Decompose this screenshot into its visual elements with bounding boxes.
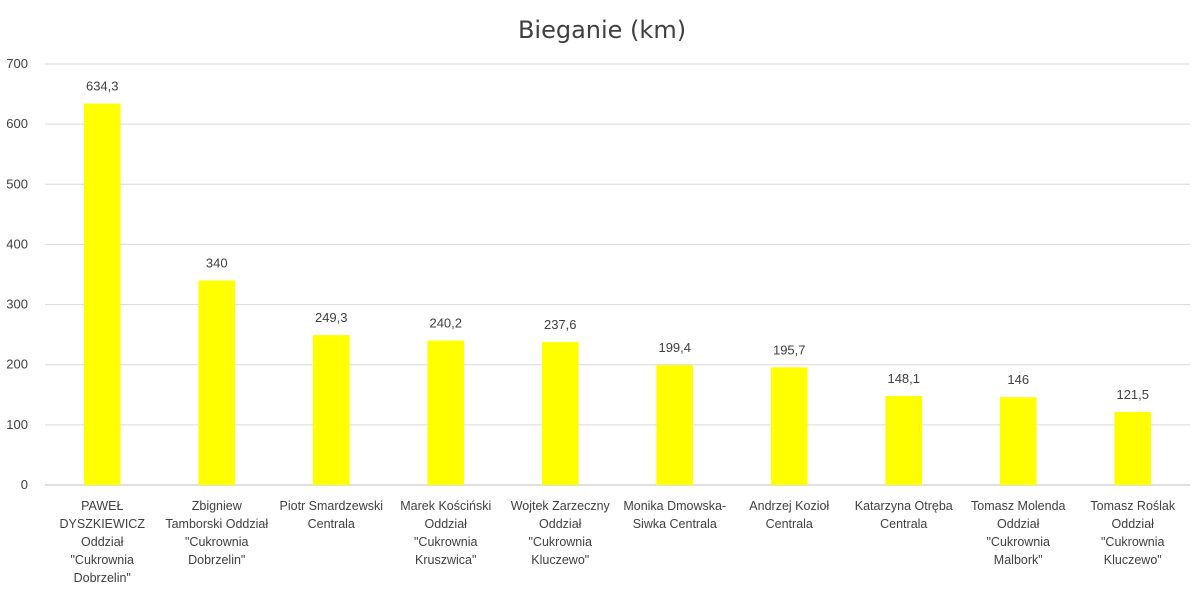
bars <box>83 103 1152 485</box>
category-label-line: Zbigniew <box>192 499 243 513</box>
category-label-line: Kluczewo" <box>1104 553 1162 567</box>
category-label-line: Centrala <box>880 517 927 531</box>
data-label: 146 <box>1007 372 1029 387</box>
bar <box>885 395 923 485</box>
category-label-line: Dobrzelin" <box>74 571 131 585</box>
category-label-line: DYSZKIEWICZ <box>60 517 146 531</box>
category-label-line: "Cukrownia <box>414 535 478 549</box>
category-label: Marek Kościński Oddział "Cukrownia Kruszwic… <box>400 499 491 567</box>
bar <box>198 280 236 485</box>
category-label-line: Oddział <box>539 517 582 531</box>
category-label-line: Kluczewo" <box>531 553 589 567</box>
category-label-line: Oddział <box>997 517 1040 531</box>
bar <box>999 397 1037 485</box>
category-label-line: Dobrzelin" <box>188 553 245 567</box>
y-tick-label: 700 <box>6 56 28 71</box>
data-label: 340 <box>206 256 228 271</box>
data-label: 249,3 <box>315 310 348 325</box>
data-labels: 634,3 340 249,3 240,2 237,6 199,4 195,7 148,1 14… <box>86 79 1149 402</box>
category-label-line: Marek Kościński <box>400 499 491 513</box>
category-label-line: "Cukrownia <box>185 535 249 549</box>
data-label: 237,6 <box>544 317 577 332</box>
category-label-line: Katarzyna Otręba <box>855 499 953 513</box>
category-label-line: Andrzej Kozioł <box>749 499 829 513</box>
data-label: 148,1 <box>887 371 920 386</box>
category-label: Katarzyna Otręba Centrala <box>855 499 953 531</box>
category-label: Zbigniew Tamborski Oddział "Cukrownia Dobrz… <box>165 499 268 567</box>
x-axis-category-labels: PAWEŁ DYSZKIEWICZ Oddział "Cukrownia Dobrzel… <box>60 499 1176 585</box>
category-label-line: PAWEŁ <box>81 499 123 513</box>
y-tick-label: 0 <box>21 477 28 492</box>
category-label-line: Tomasz Roślak <box>1090 499 1175 513</box>
category-label-line: Siwka Centrala <box>633 517 717 531</box>
category-label: Tomasz Roślak Oddział "Cukrownia Kluczewo" <box>1090 499 1175 567</box>
data-label: 199,4 <box>658 340 691 355</box>
bar <box>427 340 465 485</box>
y-tick-label: 400 <box>6 236 28 251</box>
category-label-line: Centrala <box>308 517 355 531</box>
category-label-line: Kruszwica" <box>415 553 476 567</box>
bar <box>770 367 808 485</box>
category-label-line: Tamborski Oddział <box>165 517 268 531</box>
bar <box>83 103 121 485</box>
category-label-line: "Cukrownia <box>529 535 593 549</box>
category-label: Andrzej Kozioł Centrala <box>749 499 829 531</box>
category-label-line: "Cukrownia <box>71 553 135 567</box>
y-tick-label: 500 <box>6 176 28 191</box>
category-label: Monika Dmowska- Siwka Centrala <box>623 499 726 531</box>
y-axis-tick-labels: 0 100 200 300 400 500 600 700 <box>6 56 28 492</box>
category-label-line: Piotr Smardzewski <box>280 499 384 513</box>
category-label-line: Oddział <box>1112 517 1155 531</box>
category-label-line: Wojtek Zarzeczny <box>511 499 611 513</box>
category-label: Piotr Smardzewski Centrala <box>280 499 384 531</box>
data-label: 240,2 <box>429 316 462 331</box>
bar <box>312 335 350 485</box>
category-label-line: "Cukrownia <box>987 535 1051 549</box>
data-label: 121,5 <box>1116 387 1149 402</box>
category-label-line: Tomasz Molenda <box>971 499 1066 513</box>
y-tick-label: 600 <box>6 116 28 131</box>
category-label-line: Oddział <box>425 517 468 531</box>
data-label: 634,3 <box>86 79 119 94</box>
y-tick-label: 200 <box>6 357 28 372</box>
category-label-line: Monika Dmowska- <box>623 499 726 513</box>
category-label-line: Malbork" <box>994 553 1043 567</box>
category-label: Wojtek Zarzeczny Oddział "Cukrownia Kluczew… <box>511 499 611 567</box>
chart-title: Bieganie (km) <box>518 16 686 44</box>
bar <box>656 365 694 485</box>
category-label-line: "Cukrownia <box>1101 535 1165 549</box>
category-label: Tomasz Molenda Oddział "Cukrownia Malbork" <box>971 499 1066 567</box>
category-label-line: Oddział <box>81 535 124 549</box>
category-label-line: Centrala <box>766 517 813 531</box>
category-label: PAWEŁ DYSZKIEWICZ Oddział "Cukrownia Dobrzel… <box>60 499 146 585</box>
grid-lines <box>45 63 1190 486</box>
y-tick-label: 100 <box>6 417 28 432</box>
bar <box>1114 411 1152 485</box>
y-tick-label: 300 <box>6 297 28 312</box>
bar <box>541 342 579 485</box>
data-label: 195,7 <box>773 342 806 357</box>
